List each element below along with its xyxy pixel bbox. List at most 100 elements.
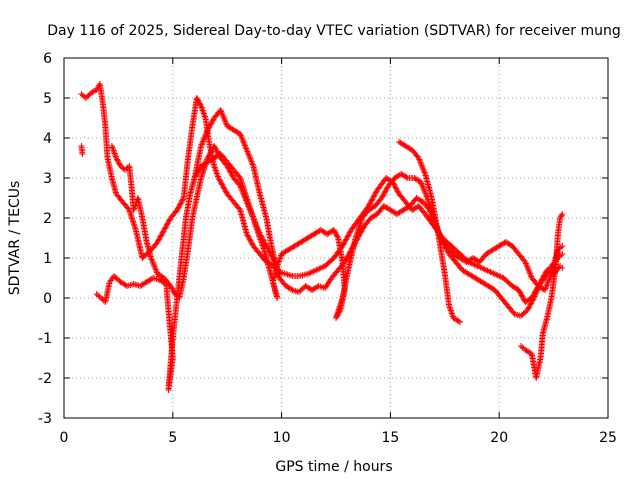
interpolated-point <box>228 125 235 132</box>
interpolated-point <box>262 213 269 220</box>
interpolated-point <box>244 232 251 239</box>
interpolated-point <box>496 273 503 279</box>
interpolated-point <box>530 296 537 303</box>
interpolated-point <box>418 180 425 187</box>
interpolated-point <box>326 277 333 284</box>
interpolated-point <box>246 154 253 161</box>
interpolated-point <box>520 295 527 301</box>
interpolated-point <box>389 177 396 184</box>
interpolated-point <box>211 144 218 151</box>
interpolated-point <box>114 276 121 283</box>
interpolated-point <box>248 210 255 217</box>
interpolated-point <box>460 257 467 264</box>
interpolated-point <box>245 203 252 210</box>
interpolated-point <box>201 135 208 142</box>
interpolated-point <box>197 176 204 183</box>
interpolated-point <box>378 205 385 212</box>
interpolated-point <box>406 145 413 152</box>
x-tick-label: 20 <box>490 430 508 446</box>
interpolated-point <box>228 171 235 177</box>
interpolated-point <box>206 152 213 159</box>
interpolated-point <box>147 276 154 283</box>
x-axis-label: GPS time / hours <box>275 459 392 475</box>
interpolated-point <box>379 193 386 200</box>
interpolated-point <box>307 269 314 276</box>
interpolated-point <box>521 309 528 316</box>
data-point <box>161 227 168 233</box>
interpolated-point <box>397 208 404 215</box>
interpolated-point <box>333 231 339 237</box>
x-tick-label: 0 <box>60 430 69 446</box>
plot-frame <box>63 57 609 419</box>
interpolated-point <box>220 184 227 191</box>
interpolated-point <box>238 185 245 192</box>
interpolated-point <box>381 189 388 196</box>
interpolated-point <box>525 304 532 311</box>
interpolated-point <box>371 192 378 199</box>
data-point <box>559 243 566 249</box>
x-tick-label: 10 <box>273 430 291 446</box>
interpolated-point <box>156 236 163 243</box>
interpolated-point <box>208 119 215 125</box>
interpolated-point <box>544 279 551 286</box>
data-point <box>474 263 481 269</box>
interpolated-point <box>237 184 244 191</box>
interpolated-point <box>202 132 209 139</box>
interpolated-point <box>359 225 366 232</box>
interpolated-point <box>221 117 228 124</box>
interpolated-point <box>372 189 379 196</box>
interpolated-point <box>472 262 479 269</box>
interpolated-point <box>243 145 250 152</box>
interpolated-point <box>205 125 212 132</box>
interpolated-point <box>411 197 418 204</box>
interpolated-point <box>538 277 545 284</box>
interpolated-point <box>484 267 491 274</box>
interpolated-point <box>309 269 316 275</box>
interpolated-point <box>204 156 211 163</box>
interpolated-point <box>302 236 309 243</box>
interpolated-point <box>226 167 233 173</box>
interpolated-point <box>242 196 249 203</box>
interpolated-point <box>420 166 427 173</box>
interpolated-point <box>196 100 203 107</box>
interpolated-point <box>369 196 376 203</box>
interpolated-point <box>117 196 124 203</box>
data-point <box>219 183 226 189</box>
interpolated-point <box>333 269 339 276</box>
interpolated-point <box>242 194 249 201</box>
interpolated-point <box>520 256 527 263</box>
interpolated-point <box>176 203 183 209</box>
interpolated-point <box>168 284 175 291</box>
interpolated-point <box>288 286 295 293</box>
interpolated-point <box>156 235 163 241</box>
interpolated-point <box>321 229 328 236</box>
interpolated-point <box>368 197 375 204</box>
interpolated-point <box>267 237 274 244</box>
interpolated-point <box>193 196 200 203</box>
interpolated-point <box>295 240 302 247</box>
interpolated-point <box>455 318 462 325</box>
interpolated-point <box>493 244 500 251</box>
interpolated-point <box>170 288 177 295</box>
interpolated-point <box>169 285 176 292</box>
interpolated-point <box>435 229 441 236</box>
interpolated-point <box>365 217 372 224</box>
interpolated-point <box>280 280 287 287</box>
interpolated-point <box>392 184 399 191</box>
interpolated-point <box>316 265 323 272</box>
y-tick-label: -2 <box>38 371 52 387</box>
interpolated-point <box>160 228 167 235</box>
interpolated-point <box>150 260 157 267</box>
interpolated-point <box>310 268 317 275</box>
interpolated-point <box>249 161 256 168</box>
interpolated-point <box>238 133 245 140</box>
interpolated-point <box>419 165 426 172</box>
interpolated-point <box>538 276 545 283</box>
interpolated-point <box>206 141 213 148</box>
interpolated-point <box>247 157 254 164</box>
interpolated-point <box>152 265 159 272</box>
interpolated-point <box>244 200 251 207</box>
interpolated-point <box>256 189 263 196</box>
interpolated-point <box>371 212 378 219</box>
interpolated-point <box>317 265 324 271</box>
